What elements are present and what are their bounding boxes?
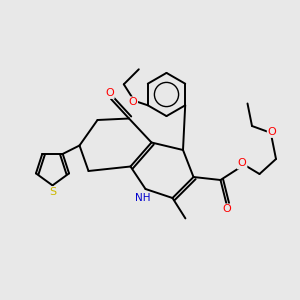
- Text: NH: NH: [135, 193, 150, 203]
- Text: O: O: [268, 127, 277, 137]
- Text: S: S: [49, 187, 56, 197]
- Text: O: O: [128, 97, 137, 107]
- Text: O: O: [223, 204, 232, 214]
- Text: O: O: [105, 88, 114, 98]
- Text: O: O: [238, 158, 247, 169]
